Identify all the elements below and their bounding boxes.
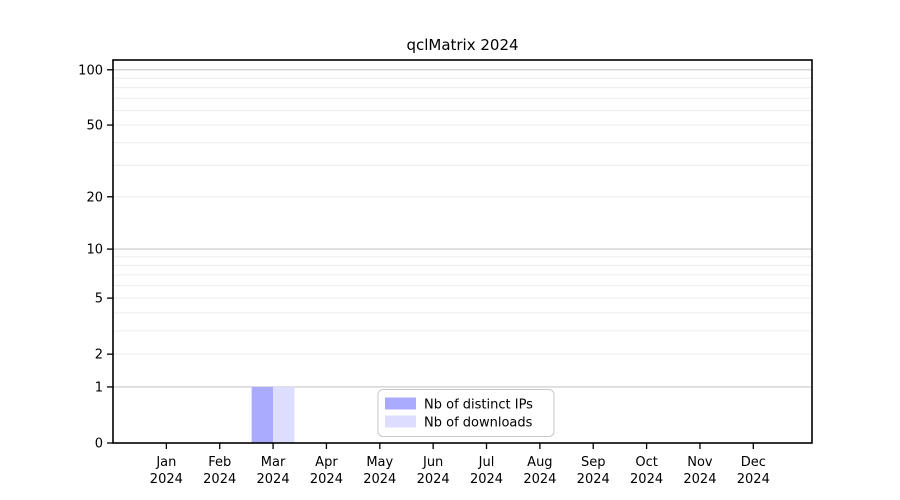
y-axis-tick-label: 0 bbox=[95, 437, 103, 452]
y-axis: 0 1 2 5 10 20 50 100 bbox=[78, 63, 113, 452]
x-axis-month-label: Apr bbox=[315, 455, 338, 470]
legend-label-downloads: Nb of downloads bbox=[424, 416, 533, 431]
x-axis-year-label: 2024 bbox=[630, 472, 663, 487]
chart-title: qclMatrix 2024 bbox=[406, 36, 518, 54]
legend-box bbox=[377, 389, 555, 437]
x-axis-month-label: May bbox=[366, 455, 393, 470]
y-axis-tick-label: 10 bbox=[86, 243, 103, 258]
y-axis-tick-label: 5 bbox=[95, 292, 103, 307]
x-axis-month-label: Jun bbox=[422, 455, 443, 470]
x-axis-year-label: 2024 bbox=[363, 472, 396, 487]
x-axis-month-label: Oct bbox=[635, 455, 657, 470]
x-axis-month-label: Jan bbox=[155, 455, 176, 470]
legend-swatch-distinct-ips bbox=[385, 397, 416, 410]
y-axis-tick-label: 1 bbox=[95, 380, 103, 395]
x-axis-month-label: Aug bbox=[527, 455, 552, 470]
x-axis-year-label: 2024 bbox=[150, 472, 183, 487]
x-axis-year-label: 2024 bbox=[470, 472, 503, 487]
y-axis-tick-label: 50 bbox=[86, 119, 103, 134]
y-axis-tick-label: 20 bbox=[86, 190, 103, 205]
x-axis-month-label: Sep bbox=[581, 455, 606, 470]
legend: Nb of distinct IPs Nb of downloads bbox=[377, 389, 555, 437]
x-axis-year-label: 2024 bbox=[523, 472, 556, 487]
x-axis-year-label: 2024 bbox=[577, 472, 610, 487]
bar-downloads bbox=[273, 386, 295, 443]
x-axis-year-label: 2024 bbox=[257, 472, 290, 487]
x-axis-month-label: Dec bbox=[741, 455, 766, 470]
x-axis-year-label: 2024 bbox=[310, 472, 343, 487]
legend-swatch-downloads bbox=[385, 415, 416, 428]
x-axis-year-label: 2024 bbox=[683, 472, 716, 487]
y-axis-tick-label: 100 bbox=[78, 63, 103, 78]
y-axis-tick-label: 2 bbox=[95, 348, 103, 363]
gridlines bbox=[113, 69, 812, 388]
x-axis-year-label: 2024 bbox=[417, 472, 450, 487]
legend-label-distinct-ips: Nb of distinct IPs bbox=[424, 398, 533, 413]
plot-border bbox=[112, 59, 813, 444]
bars bbox=[251, 386, 295, 443]
x-axis-month-label: Nov bbox=[687, 455, 713, 470]
x-axis-month-label: Jul bbox=[478, 455, 495, 470]
x-axis: Jan 2024 Feb 2024 Mar 2024 Apr 2024 May 2024 Jun 20… bbox=[150, 443, 770, 487]
x-axis-month-label: Feb bbox=[208, 455, 231, 470]
bar-distinct-ips bbox=[251, 386, 274, 443]
x-axis-year-label: 2024 bbox=[737, 472, 770, 487]
x-axis-year-label: 2024 bbox=[203, 472, 236, 487]
x-axis-month-label: Mar bbox=[261, 455, 286, 470]
